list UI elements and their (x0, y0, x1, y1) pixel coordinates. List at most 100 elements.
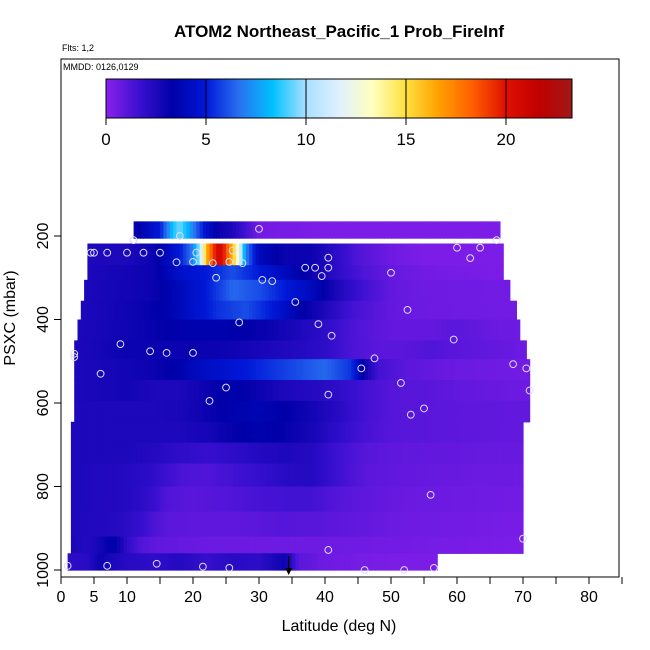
heatmap-cell (503, 511, 508, 538)
heatmap-cell (212, 536, 217, 554)
heatmap-cell (351, 553, 356, 571)
heatmap-cell (473, 221, 478, 239)
heatmap-cell (397, 265, 402, 281)
heatmap-cell (397, 553, 402, 571)
heatmap-cell (387, 536, 392, 554)
heatmap-cell (245, 340, 250, 360)
heatmap-cell (344, 486, 349, 513)
heatmap-cell (278, 265, 283, 281)
heatmap-cell (87, 442, 92, 465)
heatmap-cell (496, 221, 501, 239)
heatmap-cell (519, 442, 524, 465)
heatmap-cell (196, 279, 201, 302)
heatmap-cell (480, 536, 484, 554)
heatmap-cell (179, 421, 184, 444)
colorbar-tick-label: 15 (397, 130, 416, 149)
heatmap-cell (486, 340, 491, 360)
heatmap-cell (100, 340, 105, 360)
heatmap-cell (219, 265, 224, 281)
heatmap-cell (381, 486, 385, 513)
heatmap-cell (285, 421, 290, 444)
heatmap-cell (70, 486, 75, 513)
heatmap-cell (367, 380, 372, 402)
heatmap-cell (226, 463, 230, 488)
heatmap-cell (275, 243, 280, 266)
heatmap-cell (77, 421, 82, 444)
heatmap-cell (407, 442, 412, 465)
heatmap-cell (364, 279, 369, 302)
heatmap-cell (480, 279, 484, 302)
heatmap-cell (189, 400, 194, 423)
heatmap-cell (391, 380, 395, 402)
heatmap-cell (160, 463, 164, 488)
heatmap-cell (249, 340, 253, 360)
observation-point (492, 236, 501, 245)
heatmap-cell (480, 265, 484, 281)
heatmap-cell (110, 442, 115, 465)
heatmap-cell (239, 319, 244, 341)
heatmap-cell (262, 442, 267, 465)
heatmap-cell (490, 221, 494, 239)
heatmap-cell (503, 279, 508, 302)
heatmap-cell (308, 340, 313, 360)
heatmap-cell (334, 486, 339, 513)
observation-point (90, 248, 98, 257)
heatmap-cell (331, 359, 336, 381)
heatmap-cell (163, 243, 168, 266)
heatmap-cell (169, 243, 174, 266)
heatmap-cell (117, 380, 121, 402)
heatmap-cell (338, 400, 343, 423)
heatmap-cell (397, 221, 402, 239)
heatmap-cell (420, 421, 425, 444)
heatmap-cell (123, 400, 128, 423)
heatmap-cell (143, 221, 148, 239)
heatmap-cell (433, 279, 438, 302)
heatmap-cell (199, 319, 204, 341)
heatmap-cell (414, 486, 418, 513)
heatmap-cell (437, 340, 442, 360)
heatmap-cell (328, 553, 333, 571)
heatmap-cell (338, 553, 343, 571)
heatmap-cell (460, 442, 465, 465)
heatmap-cell (173, 421, 178, 444)
heatmap-cell (377, 486, 382, 513)
heatmap-cell (133, 279, 138, 302)
heatmap-cell (193, 511, 197, 538)
heatmap-cell (206, 536, 211, 554)
heatmap-cell (133, 511, 138, 538)
heatmap-cell (212, 300, 217, 321)
heatmap-cell (153, 300, 158, 321)
heatmap-cell (130, 243, 135, 266)
heatmap-cell (519, 536, 524, 554)
heatmap-cell (519, 486, 524, 513)
heatmap-cell (150, 536, 154, 554)
heatmap-cell (169, 442, 174, 465)
heatmap-cell (427, 536, 432, 554)
heatmap-cell (140, 421, 145, 444)
heatmap-cell (476, 279, 481, 302)
heatmap-cell (219, 421, 224, 444)
heatmap-cell (232, 300, 237, 321)
heatmap-cell (97, 279, 102, 302)
heatmap-cell (156, 340, 161, 360)
heatmap-cell (344, 243, 349, 266)
heatmap-cell (268, 319, 273, 341)
heatmap-cell (90, 340, 95, 360)
heatmap-cell (143, 536, 148, 554)
heatmap-cell (473, 442, 478, 465)
heatmap-cell (77, 359, 82, 381)
heatmap-cell (265, 536, 270, 554)
heatmap-cell (397, 300, 402, 321)
heatmap-cell (430, 221, 435, 239)
heatmap-cell (282, 536, 286, 554)
heatmap-cell (341, 279, 346, 302)
heatmap-cell (453, 486, 458, 513)
heatmap-cell (361, 243, 366, 266)
heatmap-cell (212, 442, 217, 465)
heatmap-cell (348, 319, 352, 341)
heatmap-cell (433, 400, 438, 423)
heatmap-cell (473, 359, 478, 381)
heatmap-cell (189, 300, 194, 321)
heatmap-cell (473, 511, 478, 538)
heatmap-cell (255, 442, 260, 465)
